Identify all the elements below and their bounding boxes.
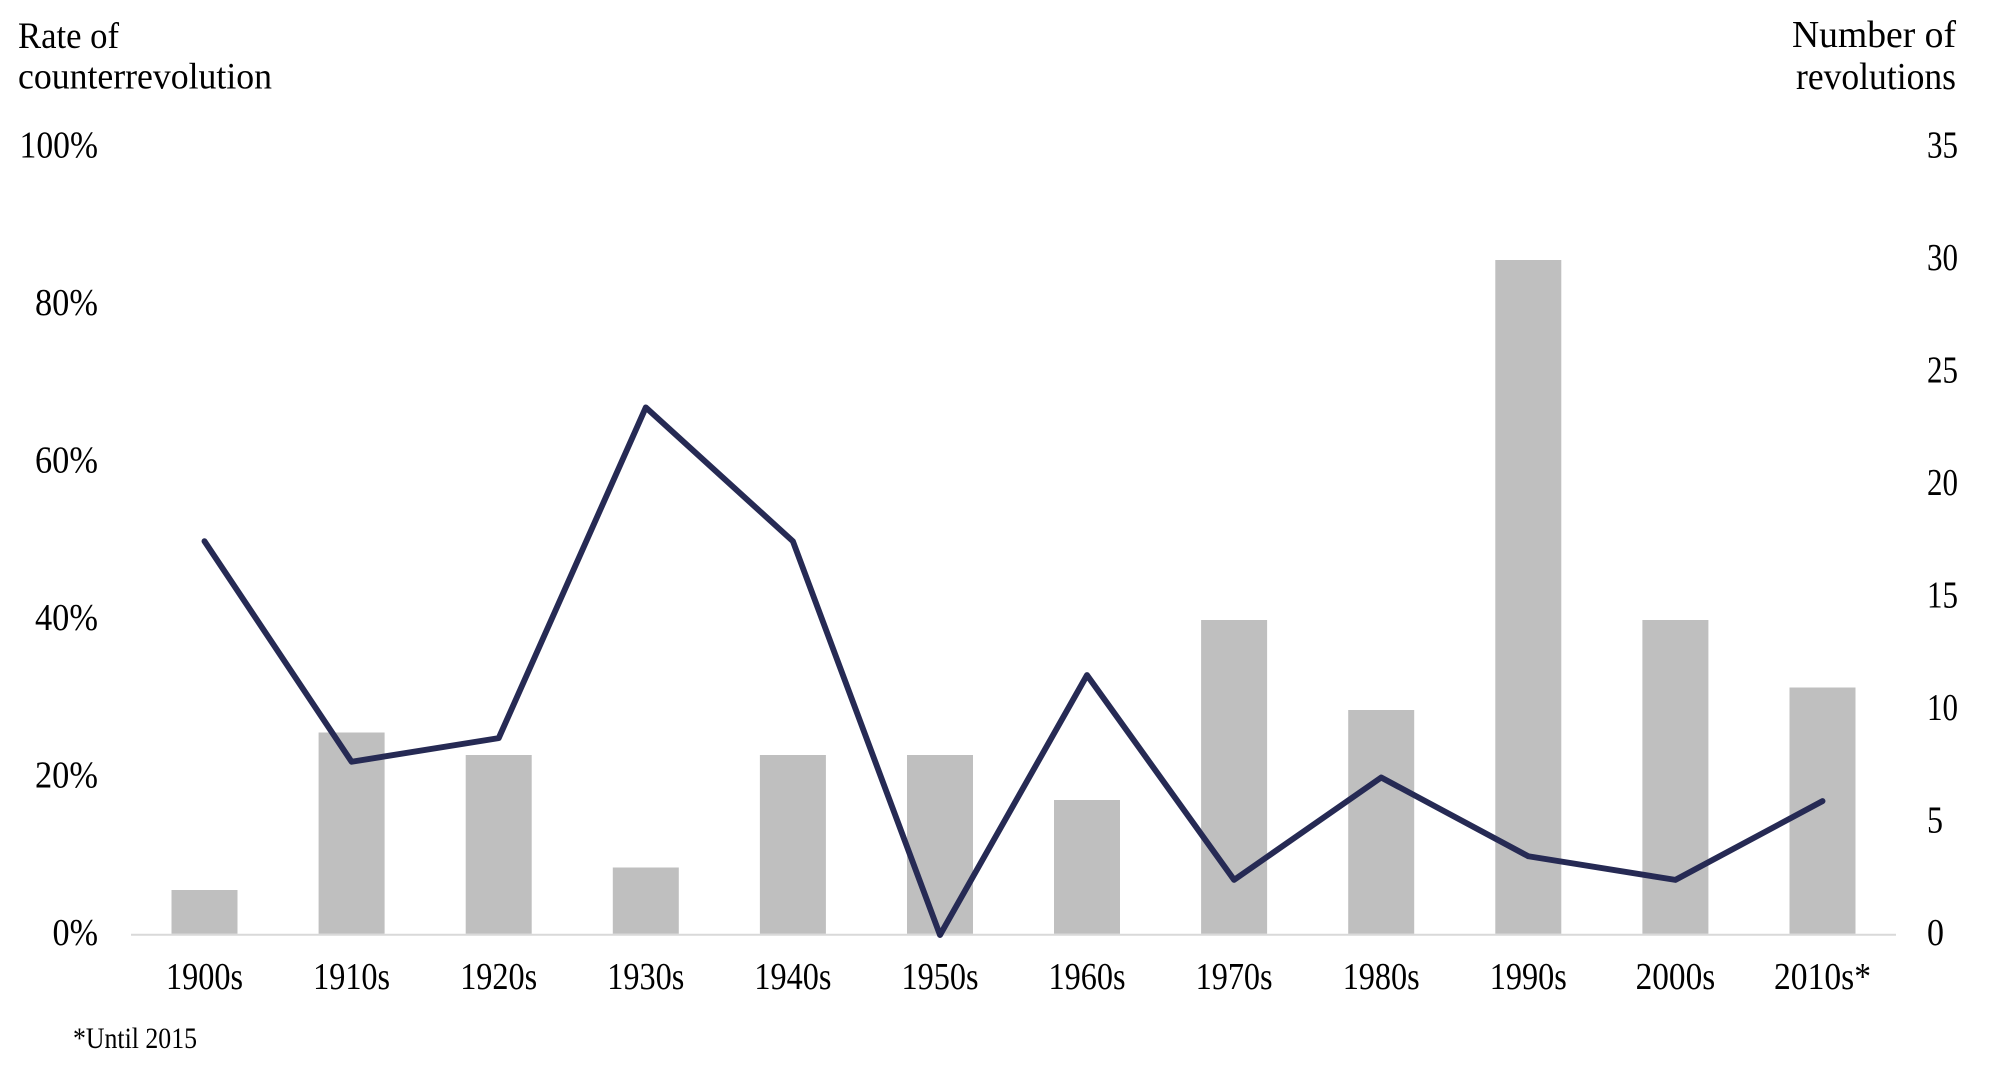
svg-text:2000s: 2000s	[1636, 956, 1716, 998]
svg-text:1900s: 1900s	[166, 956, 243, 998]
svg-text:Rate of: Rate of	[18, 16, 120, 57]
svg-text:25: 25	[1927, 350, 1958, 392]
svg-text:15: 15	[1927, 575, 1958, 617]
svg-text:1990s: 1990s	[1490, 956, 1567, 998]
svg-text:1910s: 1910s	[313, 956, 390, 998]
svg-text:Number of: Number of	[1792, 14, 1956, 56]
svg-text:0%: 0%	[53, 912, 99, 954]
svg-text:1960s: 1960s	[1049, 956, 1126, 998]
svg-text:2010s*: 2010s*	[1774, 956, 1871, 998]
svg-text:5: 5	[1927, 800, 1943, 842]
svg-text:10: 10	[1927, 687, 1958, 729]
svg-text:revolutions: revolutions	[1796, 56, 1956, 98]
svg-text:counterrevolution: counterrevolution	[18, 57, 272, 98]
svg-text:*Until 2015: *Until 2015	[73, 1022, 197, 1055]
svg-text:30: 30	[1927, 237, 1958, 279]
svg-text:0: 0	[1927, 912, 1944, 954]
svg-text:1940s: 1940s	[754, 956, 831, 998]
svg-text:60%: 60%	[35, 440, 98, 482]
svg-text:100%: 100%	[20, 125, 99, 167]
svg-text:1970s: 1970s	[1196, 956, 1273, 998]
svg-text:80%: 80%	[35, 282, 98, 324]
svg-text:1920s: 1920s	[460, 956, 537, 998]
svg-text:35: 35	[1927, 125, 1958, 167]
svg-text:20%: 20%	[35, 755, 98, 797]
svg-text:20: 20	[1927, 462, 1958, 504]
svg-text:1950s: 1950s	[902, 956, 979, 998]
svg-text:40%: 40%	[35, 597, 98, 639]
svg-text:1980s: 1980s	[1343, 956, 1420, 998]
svg-text:1930s: 1930s	[607, 956, 684, 998]
